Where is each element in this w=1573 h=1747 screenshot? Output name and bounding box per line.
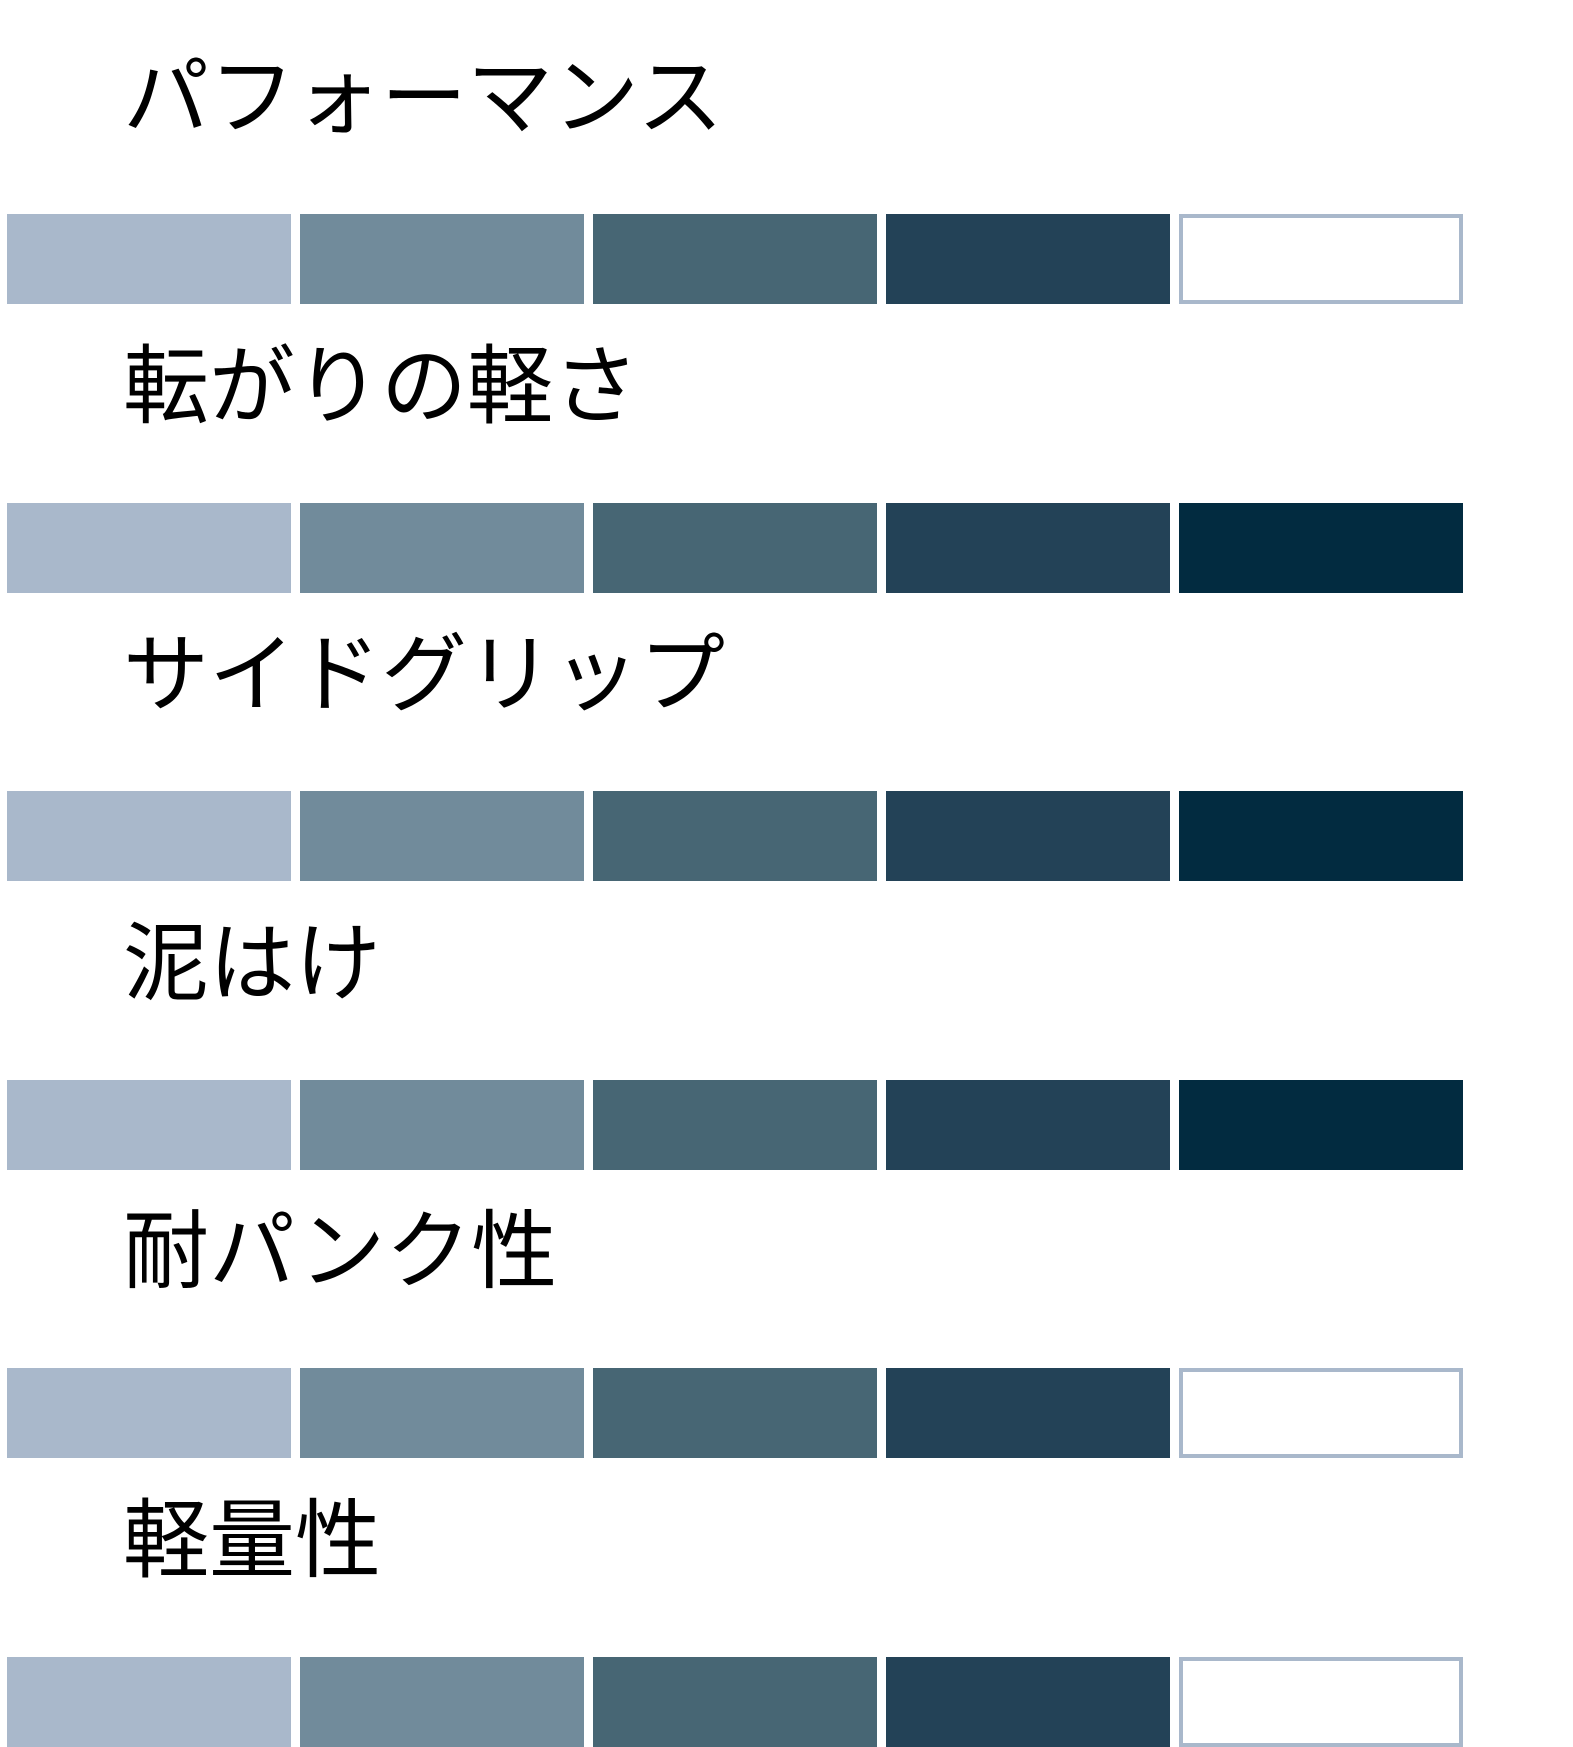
rating-segment-empty bbox=[1179, 214, 1463, 304]
rating-segment-filled bbox=[1179, 502, 1463, 593]
rating-segment-filled bbox=[7, 1368, 291, 1458]
rating-segment-filled bbox=[593, 791, 877, 881]
rating-segment-filled bbox=[7, 791, 291, 881]
rating-segment-filled bbox=[593, 502, 877, 593]
rating-label: 軽量性 bbox=[123, 1490, 381, 1591]
rating-segment-filled bbox=[593, 1368, 877, 1458]
rating-segment-filled bbox=[593, 214, 877, 304]
rating-segment-filled bbox=[1179, 791, 1463, 881]
rating-segment-filled bbox=[300, 791, 584, 881]
rating-segment-filled bbox=[886, 1656, 1170, 1747]
rating-segment-filled bbox=[886, 502, 1170, 593]
rating-label: 耐パンク性 bbox=[123, 1202, 558, 1302]
rating-segment-filled bbox=[593, 1079, 877, 1170]
rating-segment-filled bbox=[300, 1079, 584, 1170]
rating-segment-empty bbox=[1179, 1368, 1463, 1458]
rating-segment-filled bbox=[300, 1368, 584, 1458]
rating-segment-empty bbox=[1179, 1656, 1463, 1747]
rating-segment-filled bbox=[593, 1656, 877, 1747]
rating-segment-filled bbox=[886, 791, 1170, 881]
rating-segment-filled bbox=[886, 1368, 1170, 1458]
rating-segment-filled bbox=[1179, 1079, 1463, 1170]
rating-segment-filled bbox=[300, 502, 584, 593]
rating-segment-filled bbox=[886, 214, 1170, 304]
rating-label: サイドグリップ bbox=[123, 625, 725, 725]
rating-label: 泥はけ bbox=[123, 913, 381, 1014]
rating-segment-filled bbox=[7, 1079, 291, 1170]
rating-segment-filled bbox=[7, 214, 291, 304]
rating-label: 転がりの軽さ bbox=[123, 336, 639, 437]
rating-label: パフォーマンス bbox=[123, 48, 724, 148]
rating-segment-filled bbox=[300, 214, 584, 304]
rating-segment-filled bbox=[300, 1656, 584, 1747]
rating-segment-filled bbox=[7, 1656, 291, 1747]
rating-segment-filled bbox=[7, 502, 291, 593]
rating-segment-filled bbox=[886, 1079, 1170, 1170]
